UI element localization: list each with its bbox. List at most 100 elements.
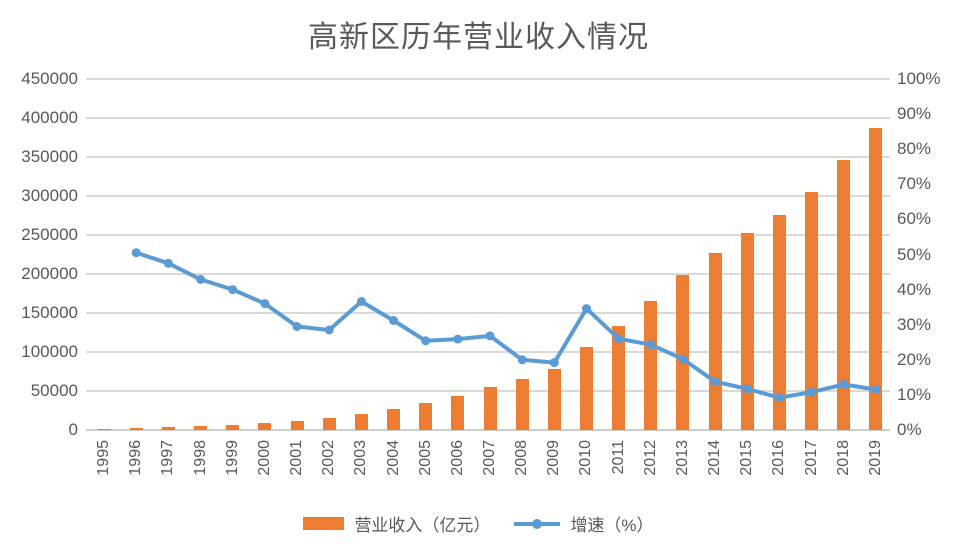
bar-2018 — [837, 159, 851, 430]
growth-point-2007 — [485, 331, 495, 341]
x-label-1999: 1999 — [223, 440, 241, 476]
bar-2002 — [322, 418, 336, 430]
growth-legend-label: 增速（%） — [570, 516, 654, 535]
gridline — [86, 78, 890, 80]
x-label-2014: 2014 — [706, 440, 724, 476]
x-label-1998: 1998 — [191, 440, 209, 476]
right-axis-tick-70%: 70% — [897, 174, 932, 194]
left-axis-tick-400000: 400000 — [21, 108, 78, 127]
gridline — [86, 273, 890, 275]
x-label-2017: 2017 — [802, 440, 820, 476]
growth-point-2002 — [324, 325, 334, 335]
right-axis-tick-0%: 0% — [897, 420, 922, 439]
right-axis-tick-30%: 30% — [897, 314, 932, 334]
bar-2005 — [419, 403, 433, 430]
left-axis-tick-100000: 100000 — [21, 342, 78, 361]
x-label-2013: 2013 — [673, 440, 691, 476]
left-axis-tick-150000: 150000 — [21, 303, 78, 322]
growth-point-2005 — [421, 336, 431, 346]
x-label-2009: 2009 — [545, 440, 563, 476]
bar-2019 — [869, 128, 883, 430]
growth-point-2009 — [549, 358, 559, 368]
growth-legend-swatch — [514, 517, 561, 530]
x-label-1995: 1995 — [95, 440, 113, 476]
x-label-2010: 2010 — [577, 440, 595, 476]
x-label-2007: 2007 — [481, 440, 498, 476]
bar-1998 — [194, 426, 208, 430]
bar-2010 — [579, 347, 593, 430]
growth-point-2008 — [517, 355, 527, 365]
gridline — [86, 351, 890, 353]
x-label-1996: 1996 — [127, 440, 145, 476]
right-axis-tick-50%: 50% — [897, 244, 932, 264]
bar-2014 — [708, 253, 722, 430]
revenue-legend-label: 营业收入（亿元） — [354, 516, 491, 535]
bar-2000 — [258, 422, 272, 430]
bar-2012 — [644, 300, 658, 430]
left-axis-tick-250000: 250000 — [21, 225, 78, 244]
right-axis-tick-60%: 60% — [897, 209, 932, 229]
left-axis-tick-300000: 300000 — [21, 186, 78, 205]
growth-point-2006 — [453, 334, 463, 344]
bar-2017 — [805, 191, 819, 430]
bar-2004 — [387, 408, 401, 430]
bar-2009 — [547, 368, 561, 430]
x-label-2015: 2015 — [738, 440, 756, 476]
bar-2013 — [676, 274, 690, 430]
growth-point-1998 — [196, 274, 206, 284]
gridline — [86, 195, 890, 197]
left-axis-tick-0: 0 — [68, 420, 78, 439]
left-axis-tick-200000: 200000 — [21, 264, 78, 283]
revenue-legend-swatch — [303, 517, 345, 530]
left-axis-tick-450000: 450000 — [21, 69, 78, 88]
legend: 营业收入（亿元） 增速（%） — [0, 511, 957, 536]
bar-2015 — [740, 232, 754, 430]
right-axis-tick-10%: 10% — [897, 384, 932, 404]
growth-point-2003 — [356, 297, 366, 306]
x-label-2012: 2012 — [641, 440, 659, 476]
right-axis-tick-90%: 90% — [897, 104, 932, 124]
growth-point-1996 — [131, 248, 141, 258]
x-label-2018: 2018 — [834, 440, 852, 476]
left-axis-tick-50000: 50000 — [30, 381, 78, 400]
x-label-2005: 2005 — [416, 440, 434, 476]
gridline — [86, 117, 890, 119]
bar-1996 — [129, 428, 143, 430]
x-label-2003: 2003 — [352, 440, 370, 476]
x-label-2011: 2011 — [609, 440, 627, 475]
x-label-2006: 2006 — [448, 440, 466, 476]
right-axis-tick-80%: 80% — [897, 139, 932, 159]
bar-2006 — [451, 396, 465, 430]
gridline — [86, 234, 890, 236]
bar-2011 — [612, 325, 626, 430]
gridline — [86, 312, 890, 314]
bar-2007 — [483, 387, 497, 430]
bar-2001 — [290, 420, 304, 430]
bar-2016 — [772, 214, 786, 430]
bar-2003 — [354, 413, 368, 430]
x-label-2004: 2004 — [384, 440, 402, 476]
x-label-2002: 2002 — [320, 440, 338, 476]
x-label-2016: 2016 — [770, 440, 788, 476]
growth-point-2000 — [260, 299, 270, 309]
x-label-2000: 2000 — [255, 440, 273, 476]
growth-point-1997 — [163, 258, 173, 268]
x-label-2001: 2001 — [288, 440, 306, 476]
growth-point-2004 — [389, 316, 398, 325]
right-axis-tick-100%: 100% — [897, 69, 941, 88]
bar-1997 — [161, 427, 175, 430]
chart-title: 高新区历年营业收入情况 — [308, 20, 649, 55]
left-axis-tick-350000: 350000 — [21, 147, 78, 166]
bar-1999 — [226, 424, 240, 430]
right-axis-tick-20%: 20% — [897, 349, 932, 369]
bar-1995 — [97, 428, 111, 430]
x-label-2019: 2019 — [866, 440, 884, 476]
bar-2008 — [515, 378, 529, 430]
growth-point-2001 — [292, 322, 302, 331]
x-label-1997: 1997 — [159, 440, 177, 476]
right-axis-tick-40%: 40% — [897, 279, 932, 299]
gridline — [86, 156, 890, 158]
x-label-2008: 2008 — [513, 440, 531, 476]
x-axis-line — [86, 429, 890, 431]
